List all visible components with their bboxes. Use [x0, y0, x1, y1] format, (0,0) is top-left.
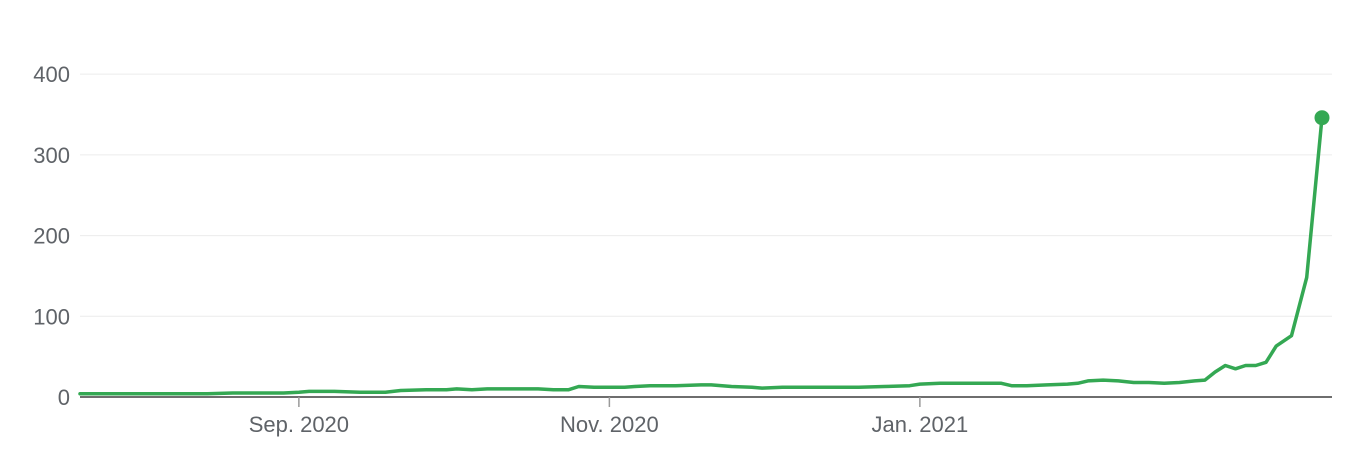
series-line-0 [78, 115, 1324, 396]
last-point-marker [1314, 110, 1330, 126]
y-axis: 0 100 200 300 400 [33, 62, 70, 410]
y-tick-label-0: 0 [58, 385, 70, 410]
y-tick-label-400: 400 [33, 62, 70, 87]
y-tick-label-100: 100 [33, 304, 70, 329]
x-axis: Sep. 2020 Nov. 2020 Jan. 2021 [80, 396, 1332, 437]
gridlines [80, 73, 1332, 317]
x-tick-label-1: Nov. 2020 [560, 412, 659, 437]
x-tick-label-2: Jan. 2021 [872, 412, 969, 437]
y-tick-label-300: 300 [33, 143, 70, 168]
x-tick-label-0: Sep. 2020 [249, 412, 349, 437]
y-tick-label-200: 200 [33, 224, 70, 249]
series-layer [78, 110, 1330, 396]
